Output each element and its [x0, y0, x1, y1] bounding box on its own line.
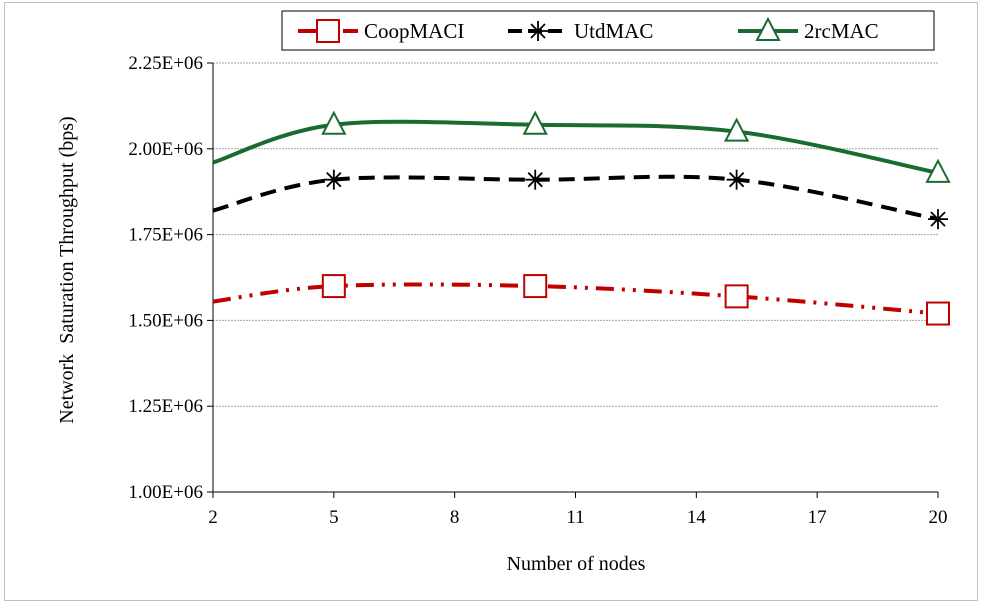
series-2rcMAC [212, 110, 951, 183]
chart-frame [4, 2, 978, 601]
data-point [321, 110, 347, 135]
data-point [523, 274, 548, 299]
series-line [212, 119, 939, 175]
series-UtdMAC [212, 169, 948, 230]
data-point [926, 301, 950, 326]
data-point [321, 274, 346, 299]
legend-item: UtdMAC [508, 19, 653, 43]
data-point [724, 284, 749, 309]
y-tick-label: 2.25E+06 [128, 53, 203, 74]
legend-label: UtdMAC [574, 19, 653, 43]
data-point [323, 169, 344, 190]
axes [212, 63, 938, 493]
data-point [928, 209, 948, 230]
data-point [522, 110, 548, 135]
x-tick-label: 11 [566, 507, 584, 528]
marker-stroke [527, 172, 543, 188]
marker-stroke [326, 172, 342, 188]
x-tick-label: 2 [208, 507, 218, 528]
y-tick-label: 1.50E+06 [128, 310, 203, 331]
legend-box [281, 10, 935, 51]
legend-marker [755, 16, 781, 41]
legend-marker [528, 21, 548, 41]
gridlines [207, 62, 939, 498]
series-CoopMACI [212, 274, 950, 326]
x-tick-label: 14 [687, 507, 707, 528]
y-tick-label: 1.25E+06 [128, 396, 203, 417]
data-point [726, 169, 747, 190]
marker-stroke [930, 211, 946, 227]
y-tick-label: 1.75E+06 [128, 225, 203, 246]
y-tick-labels: 1.00E+06 1.25E+06 1.50E+06 1.75E+06 2.00E+06… [128, 53, 203, 503]
legend-item: 2rcMAC [738, 16, 879, 43]
series-line [212, 282, 939, 316]
legend-label: CoopMACI [364, 19, 464, 43]
legend: CoopMACI UtdMAC 2rcMAC [281, 10, 935, 51]
y-axis-title: Network Saturation Throughput (bps) [56, 116, 78, 423]
data-point [723, 117, 750, 142]
x-tick-label: 8 [450, 507, 460, 528]
data-point [525, 169, 546, 190]
series-line [212, 174, 939, 222]
legend-marker [316, 19, 340, 43]
x-tick-label: 20 [929, 507, 948, 528]
x-axis-title: Number of nodes [507, 553, 646, 575]
x-tick-labels: 2 5 8 11 14 17 20 [208, 507, 947, 528]
legend-item: CoopMACI [298, 19, 464, 43]
legend-label: 2rcMAC [804, 19, 879, 43]
marker-stroke [728, 172, 745, 188]
x-tick-label: 5 [329, 507, 339, 528]
x-tick-label: 17 [808, 507, 827, 528]
marker-stroke [530, 23, 546, 39]
series-group [212, 110, 951, 326]
y-tick-label: 1.00E+06 [128, 482, 203, 503]
y-tick-label: 2.00E+06 [128, 139, 203, 160]
data-point [925, 158, 951, 183]
